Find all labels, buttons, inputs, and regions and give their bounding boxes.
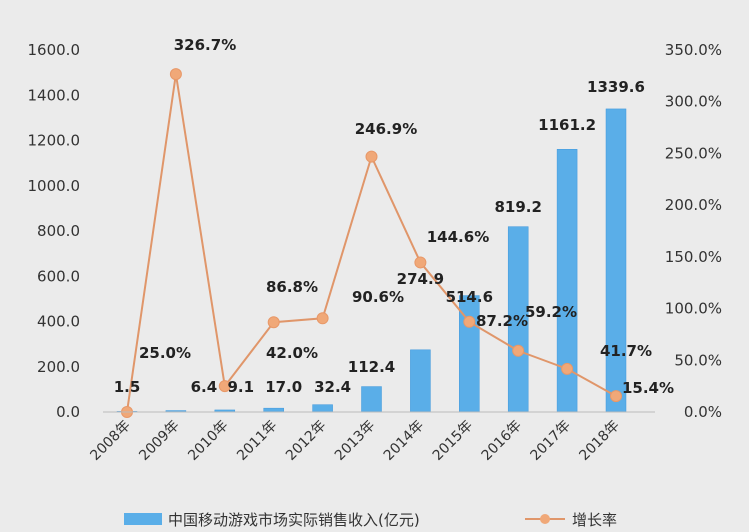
right-y-tick-label: 50.0% [674, 351, 722, 369]
line-point [218, 380, 231, 393]
line-point [169, 68, 182, 81]
bar-value-label: 6.4 [191, 378, 218, 396]
x-tick-label: 2011年 [234, 418, 280, 464]
left-y-tick-label: 0.0 [56, 403, 80, 421]
bar [312, 404, 333, 413]
bar [605, 108, 627, 413]
right-y-tick-label: 150.0% [665, 248, 722, 266]
line-point [512, 344, 525, 357]
line-point [561, 362, 574, 375]
bar-value-label: 514.6 [446, 288, 493, 306]
x-tick-label: 2016年 [479, 418, 525, 464]
left-y-tick-label: 800.0 [37, 222, 80, 240]
line-point [463, 315, 476, 328]
bar-value-label: 17.0 [265, 378, 302, 396]
right-y-tick-label: 200.0% [665, 196, 722, 214]
line-value-label: 90.6% [352, 288, 404, 306]
x-tick-label: 2008年 [87, 418, 133, 464]
bar [410, 349, 431, 413]
legend-line-label: 增长率 [572, 511, 617, 529]
bar-value-label: 1339.6 [587, 78, 645, 96]
x-tick-label: 2012年 [283, 418, 329, 464]
left-y-tick-label: 1400.0 [28, 86, 81, 104]
x-axis: 2008年 2009年 2010年 2011年 2012年 2013年 2014年 2015年… [87, 411, 655, 464]
line-value-label: 25.0% [139, 344, 191, 362]
legend-line-marker [540, 514, 550, 524]
legend: 中国移动游戏市场实际销售收入(亿元) 增长率 [124, 511, 617, 529]
x-tick-label: 2009年 [136, 418, 182, 464]
right-y-axis: 0.0% 50.0% 100.0% 150.0% 200.0% 250.0% 300.0% 3… [665, 41, 722, 421]
x-tick-label: 2015年 [430, 418, 476, 464]
x-tick-label: 2010年 [185, 418, 231, 464]
line-value-label: 326.7% [174, 36, 236, 54]
bar-value-label: 819.2 [494, 198, 541, 216]
bar-series [116, 108, 627, 413]
line-value-label: 246.9% [355, 120, 417, 138]
line-value-label: 41.7% [600, 342, 652, 360]
bar-value-label: 1.5 [114, 378, 141, 396]
bar-value-label: 9.1 [228, 378, 255, 396]
legend-bar-label: 中国移动游戏市场实际销售收入(亿元) [168, 511, 420, 529]
left-y-tick-label: 1000.0 [28, 177, 81, 195]
left-y-tick-label: 1600.0 [28, 41, 81, 59]
left-y-tick-label: 400.0 [37, 313, 80, 331]
line-point [414, 256, 427, 269]
extra-value-label: 42.0% [266, 344, 318, 362]
line-point [316, 312, 329, 325]
right-y-tick-label: 300.0% [665, 93, 722, 111]
bar-value-label: 32.4 [314, 378, 351, 396]
bar-value-label: 112.4 [348, 358, 395, 376]
legend-bar-swatch [124, 513, 162, 525]
left-y-tick-label: 200.0 [37, 358, 80, 376]
growth-line-series [121, 68, 622, 418]
line-value-labels: 326.7% 25.0% 86.8% 90.6% 246.9% 144.6% 87.2%59… [139, 36, 674, 397]
left-y-axis: 0.0 200.0 400.0 600.0 800.0 1000.0 1200.0 1400.… [28, 41, 81, 421]
line-value-label: 87.2% [476, 312, 528, 330]
line-value-label: 15.4% [622, 379, 674, 397]
x-tick-label: 2014年 [381, 418, 427, 464]
line-value-label: 144.6% [427, 228, 489, 246]
right-y-tick-label: 250.0% [665, 144, 722, 162]
line-value-label: 59.2% [525, 303, 577, 321]
right-y-tick-label: 100.0% [665, 300, 722, 318]
left-y-tick-label: 1200.0 [28, 132, 81, 150]
bar [263, 407, 284, 413]
bar-value-label: 1161.2 [538, 116, 596, 134]
x-tick-label: 2018年 [576, 418, 622, 464]
bar [361, 386, 382, 413]
line-point [267, 316, 280, 329]
left-y-tick-label: 600.0 [37, 267, 80, 285]
line-point [365, 150, 378, 163]
x-tick-label: 2017年 [528, 418, 574, 464]
right-y-tick-label: 350.0% [665, 41, 722, 59]
x-tick-label: 2013年 [332, 418, 378, 464]
line-point [610, 390, 622, 403]
bar-value-label: 274.9 [397, 270, 444, 288]
line-value-label: 86.8% [266, 278, 318, 296]
right-y-tick-label: 0.0% [684, 403, 722, 421]
